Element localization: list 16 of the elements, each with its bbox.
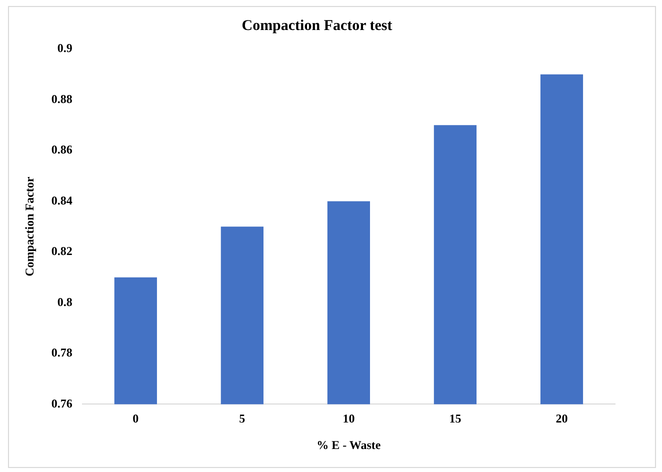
- x-tick-label: 15: [449, 411, 462, 426]
- x-tick-label: 0: [132, 411, 139, 426]
- y-axis-title: Compaction Factor: [22, 176, 36, 276]
- y-tick-label: 0.82: [51, 244, 72, 258]
- x-tick-label: 10: [342, 411, 355, 426]
- y-tick-label: 0.78: [51, 346, 72, 360]
- y-tick-label: 0.88: [51, 92, 72, 106]
- chart-title: Compaction Factor test: [242, 18, 392, 34]
- x-axis-title: % E - Waste: [316, 438, 382, 452]
- x-tick-label: 20: [556, 411, 568, 426]
- y-tick-label: 0.86: [51, 142, 72, 157]
- y-tick-label: 0.8: [57, 294, 72, 309]
- y-tick-label: 0.9: [57, 41, 72, 56]
- y-tick-label: 0.84: [51, 193, 72, 208]
- x-tick-label: 5: [239, 411, 246, 426]
- y-tick-label: 0.76: [51, 396, 72, 410]
